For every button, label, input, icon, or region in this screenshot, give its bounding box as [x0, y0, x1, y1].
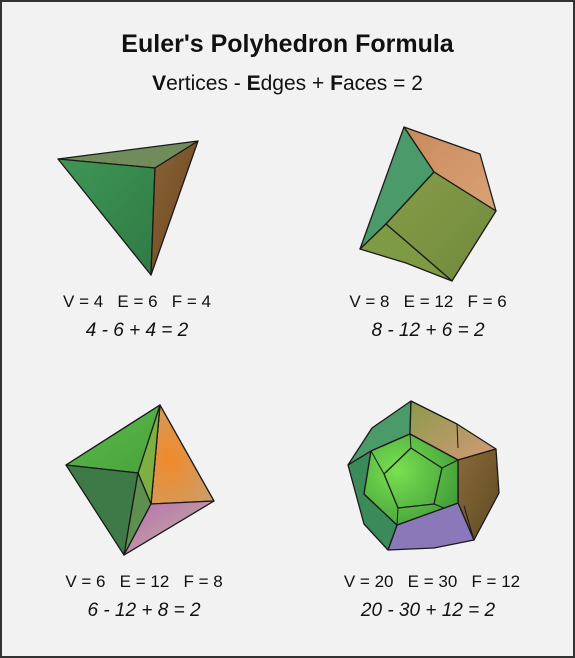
faces-rest: aces = 2 [342, 72, 423, 95]
cube-equation: 8 - 12 + 6 = 2 [371, 320, 485, 341]
octahedron-counts: V = 6 E = 12 F = 8 [65, 572, 223, 591]
tetrahedron-equation: 4 - 6 + 4 = 2 [85, 320, 189, 341]
vertices-initial: V [152, 72, 167, 95]
dodecahedron-equation: 20 - 30 + 12 = 2 [360, 600, 496, 621]
cube-figure [359, 126, 497, 282]
dodeca-inner-pentagon [383, 447, 443, 509]
edges-initial: E [246, 72, 261, 95]
tetrahedron-figure [57, 140, 199, 276]
tetra-side-face [150, 140, 199, 276]
octa-bottom-right-face [123, 500, 215, 556]
dodecahedron-figure [347, 400, 500, 551]
cube-counts: V = 8 E = 12 F = 6 [349, 292, 507, 311]
octahedron-figure [65, 404, 215, 556]
dodecahedron-counts: V = 20 E = 30 F = 12 [343, 572, 521, 591]
page-title: Euler's Polyhedron Formula [121, 30, 454, 58]
subtitle-formula: Vertices - Edges + Faces = 2 [2, 72, 573, 96]
tetra-front-face [57, 158, 156, 276]
faces-initial: F [330, 72, 343, 95]
octahedron-equation: 6 - 12 + 8 = 2 [87, 600, 201, 621]
edges-rest: dges + [260, 72, 331, 95]
tetrahedron-counts: V = 4 E = 6 F = 4 [63, 292, 211, 311]
octa-back-right-face [150, 404, 215, 505]
vertices-rest: ertices - [166, 72, 247, 95]
